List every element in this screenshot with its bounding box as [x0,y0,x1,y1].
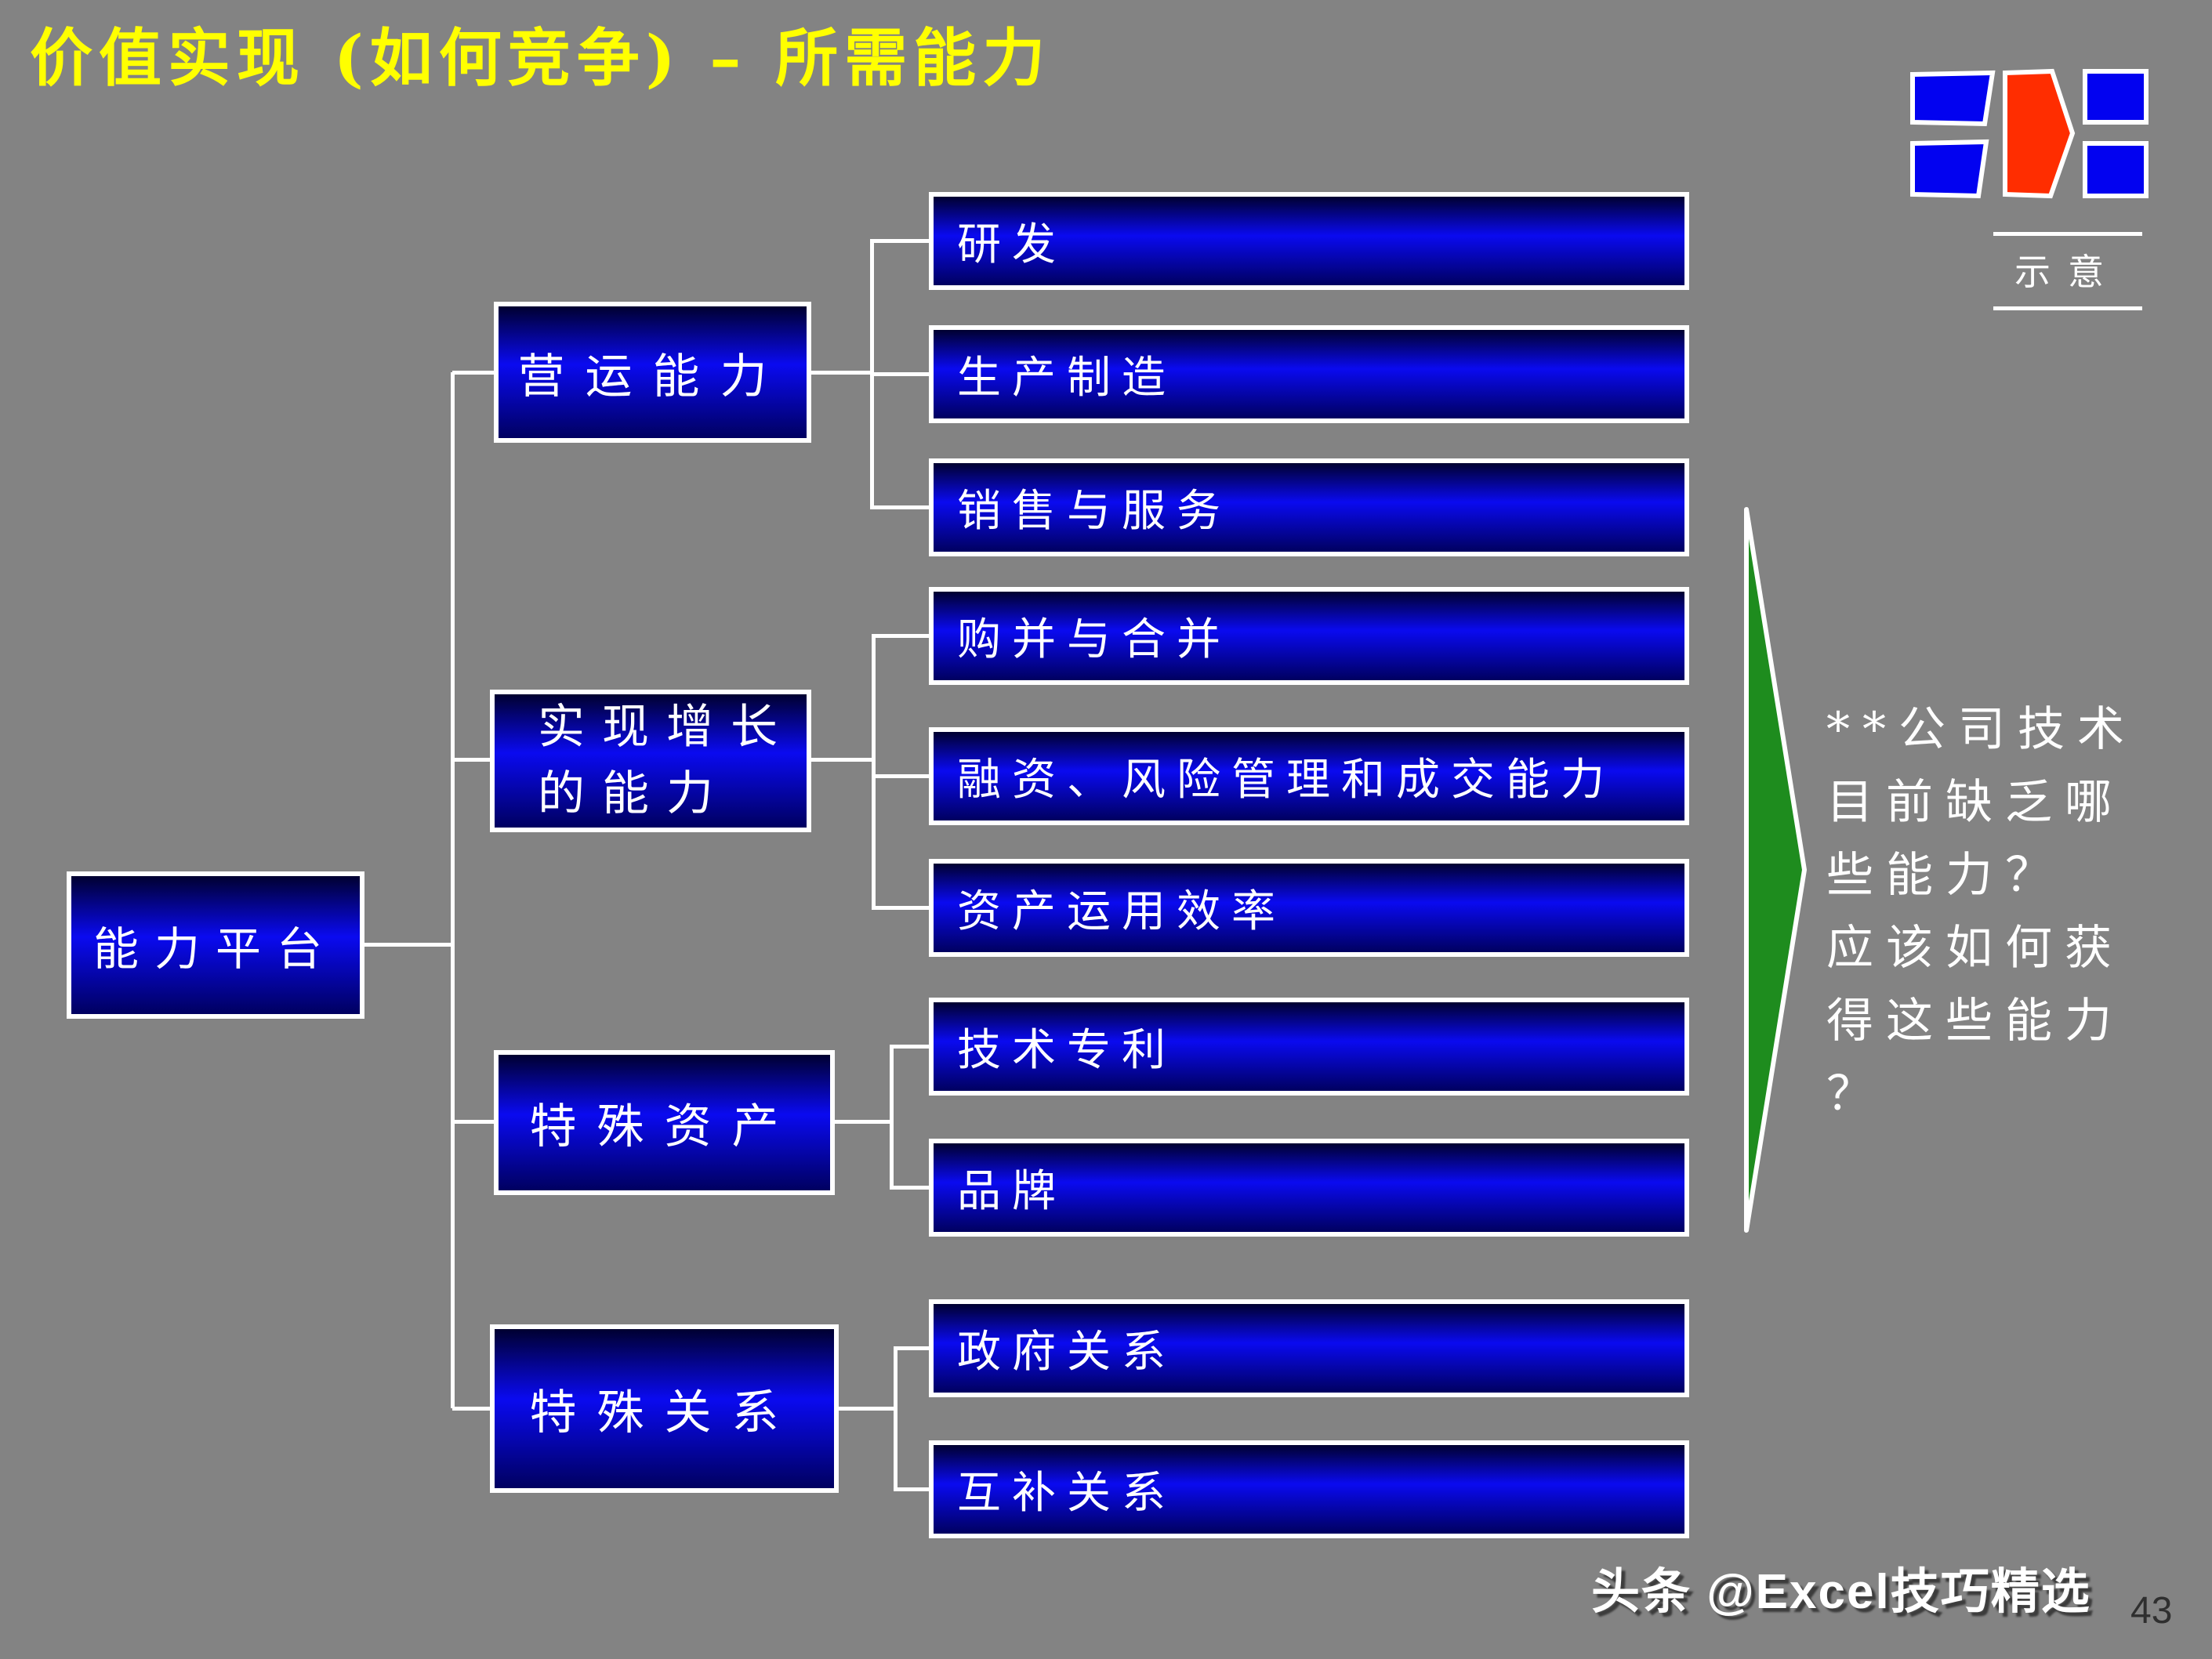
node-label: 特殊关系 [529,1386,800,1440]
logo-square-top-right [2083,69,2149,125]
logo-square-bottom-left [1910,139,1989,199]
connector-root-stub [364,943,452,947]
leaf-label: 生产制造 [957,353,1177,404]
connector-branch0-stub [452,371,495,375]
connector-branch3-stub [452,1407,491,1411]
watermark: 头条 @Excel技巧精选 [1591,1565,2091,1619]
company-logo [1910,68,2149,199]
connector-g1-out [811,758,876,762]
leaf-government-relations: 政府关系 [929,1299,1689,1397]
leaf-complementary-relations: 互补关系 [929,1440,1689,1538]
connector-g0-c0 [870,239,930,243]
node-label: 特殊资产 [529,1099,800,1154]
logo-square-top-left [1910,70,1996,127]
connector-branch2-stub [452,1120,495,1124]
connector-g1-c1 [872,774,930,778]
connector-g3-c0 [894,1346,930,1350]
green-arrow-shape [1744,507,1807,1233]
connector-trunk [451,372,455,1408]
connector-g3-out [839,1407,897,1411]
leaf-label: 互补关系 [957,1468,1177,1519]
node-operating-capability: 营运能力 [494,302,811,443]
node-label-line2: 的能力 [538,766,731,821]
connector-g3-bracket [894,1346,897,1491]
node-label: 能力平台 [92,922,338,976]
leaf-label: 资产运用效率 [957,886,1286,937]
connector-g0-c2 [870,505,930,509]
connector-g1-c2 [872,906,930,910]
connector-g3-c1 [894,1487,930,1491]
green-arrow-icon [1744,507,1807,1233]
annotation-line: 些能力？ [1826,848,2065,903]
annotation-line: **公司技术 [1826,702,2137,757]
node-capability-platform: 能力平台 [67,871,364,1019]
connector-g2-bracket [890,1045,894,1190]
logo-arrow-red [2003,68,2076,199]
leaf-label: 融资、风险管理和成交能力 [957,755,1615,806]
leaf-tech-patents: 技术专利 [929,998,1689,1096]
connector-g0-out [811,371,874,375]
annotation-question: **公司技术 目前缺乏哪 些能力？ 应该如何获 得这些能力 ？ [1826,694,2210,1131]
node-growth-capability: 实现增长 的能力 [490,690,811,832]
connector-g0-c1 [870,372,930,376]
page-title: 价值实现 (如何竞争) – 所需能力 [30,21,1052,95]
connector-g2-c1 [890,1186,930,1190]
connector-g1-c0 [872,634,930,638]
connector-branch1-stub [452,758,491,762]
leaf-label: 销售与服务 [957,486,1231,537]
node-label-line1: 实现增长 [538,699,795,755]
connector-g1-bracket [872,634,876,910]
leaf-label: 品牌 [957,1166,1067,1217]
connector-g2-out [835,1120,894,1124]
legend-schematic: 示意 [1993,232,2142,310]
leaf-sales-service: 销售与服务 [929,458,1689,556]
annotation-line: ？ [1826,1067,1886,1121]
leaf-label: 技术专利 [957,1025,1177,1076]
legend-label: 示意 [2014,251,2121,293]
leaf-ma: 购并与合并 [929,587,1689,685]
leaf-financing-risk: 融资、风险管理和成交能力 [929,727,1689,825]
annotation-line: 应该如何获 [1826,921,2124,976]
node-label: 营运能力 [517,349,788,404]
node-special-assets: 特殊资产 [494,1050,835,1195]
leaf-label: 政府关系 [957,1327,1177,1378]
annotation-line: 目前缺乏哪 [1826,775,2124,830]
leaf-label: 购并与合并 [957,614,1231,665]
leaf-manufacturing: 生产制造 [929,325,1689,423]
node-special-relationships: 特殊关系 [490,1324,839,1493]
logo-square-bottom-right [2083,141,2149,198]
connector-g2-c0 [890,1045,930,1049]
leaf-asset-efficiency: 资产运用效率 [929,859,1689,957]
page-number: 43 [2130,1590,2173,1632]
leaf-label: 研发 [957,219,1067,270]
leaf-brand: 品牌 [929,1139,1689,1237]
annotation-line: 得这些能力 [1826,994,2124,1049]
leaf-rnd: 研发 [929,192,1689,290]
